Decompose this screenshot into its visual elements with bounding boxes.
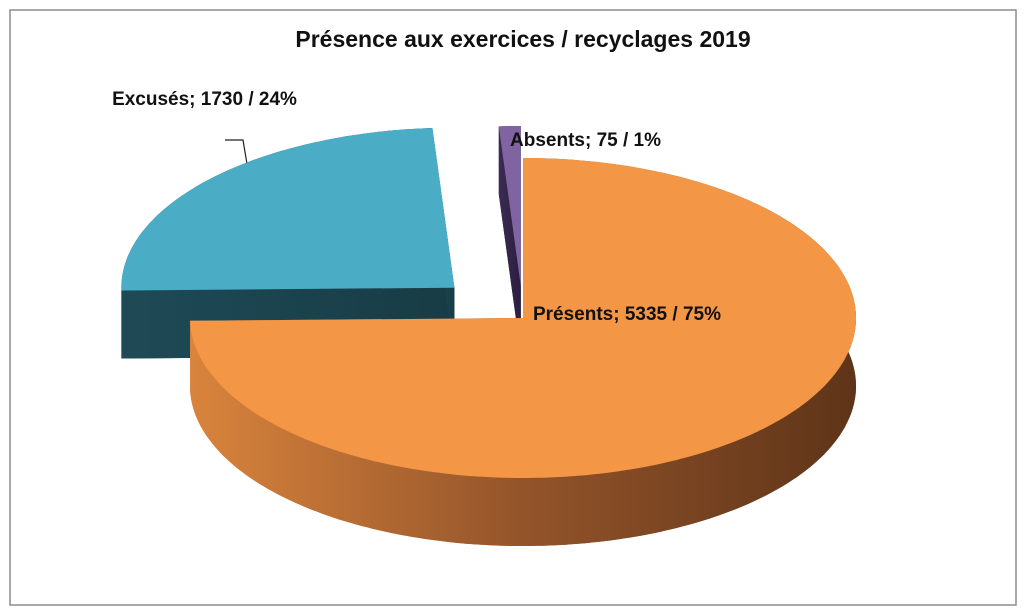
data-label: Excusés; 1730 / 24%	[112, 89, 297, 110]
slice	[121, 128, 455, 291]
slice	[190, 158, 857, 478]
pie	[121, 126, 857, 546]
data-label: Absents; 75 / 1%	[510, 130, 661, 151]
slice	[498, 126, 521, 286]
data-label: Présents; 5335 / 75%	[532, 304, 721, 325]
chart-title: Présence aux exercices / recyclages 2019	[295, 26, 750, 52]
